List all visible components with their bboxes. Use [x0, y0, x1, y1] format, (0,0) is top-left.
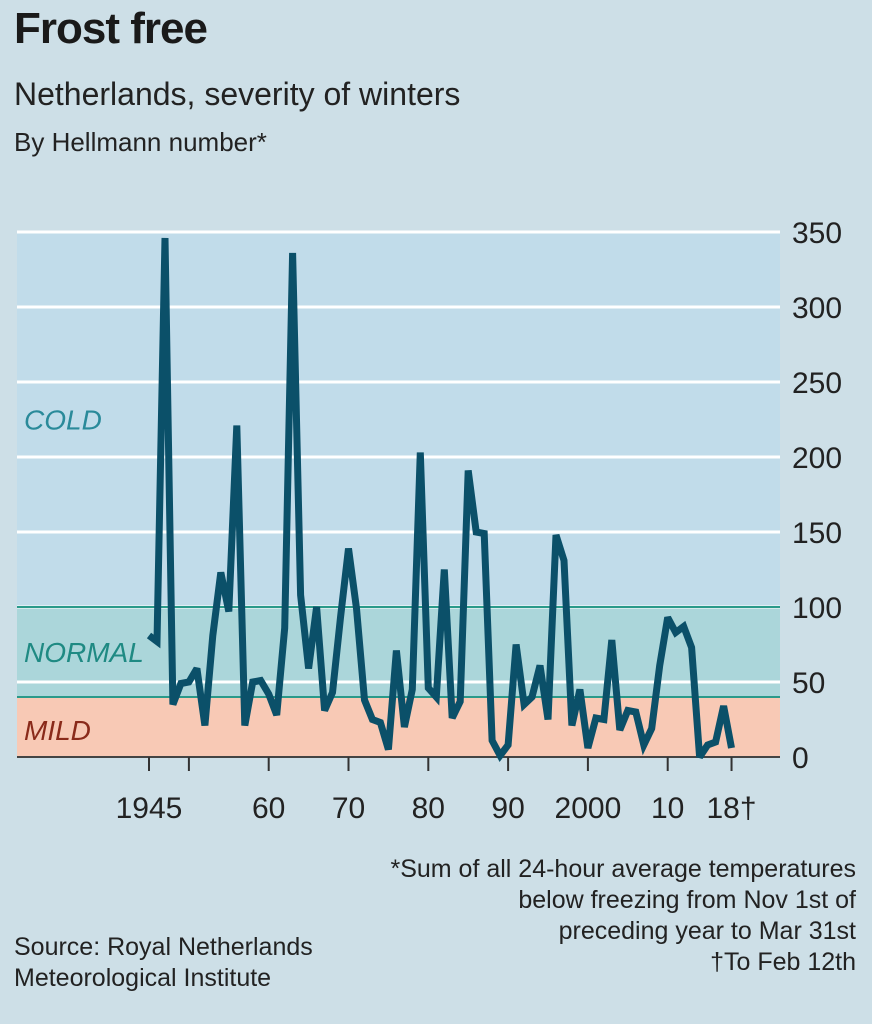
- y-tick-label: 350: [792, 217, 842, 250]
- band-labels: COLD NORMAL MILD: [24, 405, 144, 747]
- y-tick-label: 150: [792, 517, 842, 550]
- series-layer: [146, 237, 735, 762]
- x-axis: 1945 60 70 80 90 2000 10 18†: [17, 756, 780, 825]
- footnote-line: *Sum of all 24-hour average temperatures: [390, 855, 856, 883]
- source-line: Meteorological Institute: [14, 964, 272, 992]
- y-tick-label: 50: [792, 667, 825, 700]
- chart-unit-label: By Hellmann number*: [14, 127, 267, 157]
- footnote-line: preceding year to Mar 31st: [558, 917, 856, 945]
- y-tick-label: 250: [792, 367, 842, 400]
- x-tick-label: 70: [332, 792, 365, 825]
- x-tick-label: 1945: [116, 792, 183, 825]
- band-mild: [17, 697, 780, 757]
- y-axis: 0 50 100 150 200 250 300 350: [792, 217, 842, 775]
- x-tick-label: 18†: [707, 792, 757, 825]
- x-tick-label: 60: [252, 792, 285, 825]
- band-label-mild: MILD: [24, 715, 91, 746]
- footnote-line: †To Feb 12th: [710, 948, 856, 976]
- band-cold: [17, 232, 780, 607]
- footnote: *Sum of all 24-hour average temperatures…: [390, 854, 856, 978]
- grid-layer: [17, 230, 780, 698]
- y-tick-label: 0: [792, 742, 809, 775]
- x-tick-label: 10: [651, 792, 684, 825]
- chart-subtitle: Netherlands, severity of winters: [14, 76, 461, 112]
- y-tick-label: 300: [792, 292, 842, 325]
- y-tick-label: 200: [792, 442, 842, 475]
- x-tick-label: 90: [491, 792, 524, 825]
- source-note: Source: Royal Netherlands Meteorological…: [14, 932, 313, 994]
- series-line: [146, 237, 735, 762]
- footnote-line: below freezing from Nov 1st of: [518, 886, 856, 914]
- y-tick-label: 100: [792, 592, 842, 625]
- x-tick-label: 80: [412, 792, 445, 825]
- band-label-cold: COLD: [24, 405, 102, 436]
- source-line: Source: Royal Netherlands: [14, 933, 313, 961]
- chart-title: Frost free: [14, 4, 208, 53]
- x-tick-label: 2000: [555, 792, 622, 825]
- band-label-normal: NORMAL: [24, 637, 144, 668]
